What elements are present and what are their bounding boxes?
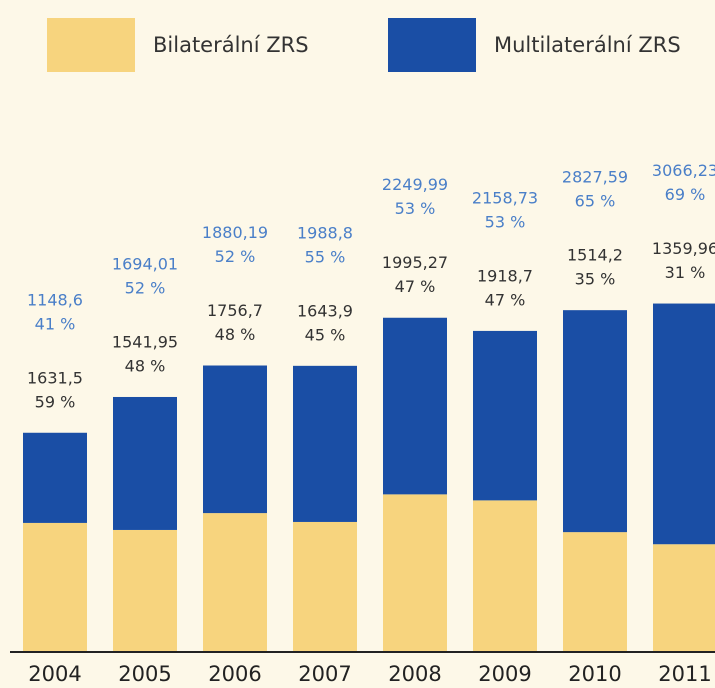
legend-swatch [47, 18, 135, 72]
value-label: 1995,27 [382, 253, 448, 272]
x-tick-label: 2011 [658, 662, 711, 686]
x-tick-label: 2008 [388, 662, 441, 686]
percent-label: 53 % [395, 199, 436, 218]
bar-segment [653, 303, 715, 545]
bar-segment [383, 317, 447, 495]
value-label: 3066,23 [652, 161, 715, 180]
value-label: 1514,2 [567, 246, 623, 265]
percent-label: 41 % [35, 314, 76, 333]
percent-label: 31 % [665, 263, 706, 282]
percent-label: 47 % [485, 290, 526, 309]
bar-segment [203, 513, 267, 651]
bar-segment [203, 365, 267, 514]
value-label: 1880,19 [202, 223, 268, 242]
value-label: 1694,01 [112, 254, 178, 273]
x-tick-label: 2006 [208, 662, 261, 686]
value-label: 1918,7 [477, 266, 533, 285]
x-tick-label: 2009 [478, 662, 531, 686]
bar-segment [473, 330, 537, 501]
percent-label: 69 % [665, 185, 706, 204]
x-tick-label: 2007 [298, 662, 351, 686]
bar-segment [113, 396, 177, 530]
value-label: 1756,7 [207, 301, 263, 320]
x-tick-label: 2004 [28, 662, 81, 686]
bar-segment [293, 521, 357, 651]
bar-segment [653, 544, 715, 651]
value-label: 1359,96 [652, 239, 715, 258]
percent-label: 65 % [575, 192, 616, 211]
bar-segment [23, 432, 87, 523]
bar-segment [293, 365, 357, 522]
x-tick-label: 2010 [568, 662, 621, 686]
percent-label: 47 % [395, 277, 436, 296]
percent-label: 48 % [125, 356, 166, 375]
bar-segment [563, 532, 627, 651]
bar-segment [563, 310, 627, 533]
percent-label: 35 % [575, 270, 616, 289]
percent-label: 55 % [305, 247, 346, 266]
value-label: 2827,59 [562, 168, 628, 187]
legend-label: Bilaterální ZRS [153, 33, 309, 57]
value-label: 2158,73 [472, 188, 538, 207]
percent-label: 53 % [485, 212, 526, 231]
percent-label: 48 % [215, 325, 256, 344]
percent-label: 52 % [125, 278, 166, 297]
value-label: 1988,8 [297, 223, 353, 242]
bar-segment [473, 500, 537, 651]
legend-label: Multilaterální ZRS [494, 33, 681, 57]
value-label: 1148,6 [27, 290, 83, 309]
value-label: 1643,9 [297, 301, 353, 320]
percent-label: 52 % [215, 247, 256, 266]
percent-label: 45 % [305, 325, 346, 344]
bar-segment [23, 522, 87, 651]
value-label: 1541,95 [112, 332, 178, 351]
percent-label: 59 % [35, 392, 76, 411]
bar-segment [113, 529, 177, 651]
x-tick-label: 2005 [118, 662, 171, 686]
value-label: 2249,99 [382, 175, 448, 194]
bar-segment [383, 494, 447, 651]
legend-swatch [388, 18, 476, 72]
value-label: 1631,5 [27, 368, 83, 387]
